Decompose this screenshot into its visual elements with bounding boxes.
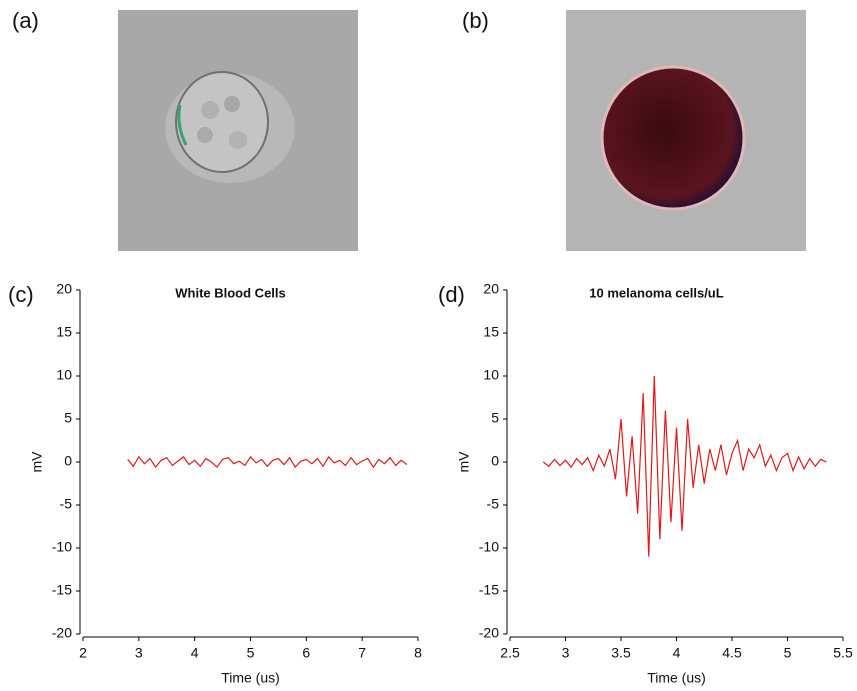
- x-axis-label: Time (us): [221, 670, 280, 686]
- x-tick-label: 2: [79, 645, 87, 661]
- x-tick-label: 4.5: [722, 645, 742, 661]
- y-tick-label: 20: [56, 281, 72, 297]
- x-tick-label: 8: [414, 645, 422, 661]
- x-tick-label: 3: [562, 645, 570, 661]
- signal-line: [542, 375, 827, 557]
- y-axis-label: mV: [456, 451, 472, 473]
- x-tick-label: 5: [247, 645, 255, 661]
- image-a: [118, 10, 358, 251]
- signal-line: [127, 455, 408, 469]
- y-tick-label: -10: [479, 539, 499, 555]
- panel-label: (b): [462, 8, 489, 33]
- y-tick-label: 5: [491, 410, 499, 426]
- panel-label: (c): [8, 282, 34, 307]
- y-axis-label: mV: [29, 451, 45, 473]
- chart-title: White Blood Cells: [175, 285, 286, 300]
- image-b: [566, 10, 806, 251]
- y-tick-label: 10: [483, 367, 499, 383]
- x-tick-label: 3: [135, 645, 143, 661]
- y-tick-label: 15: [483, 324, 499, 340]
- y-tick-label: 20: [483, 281, 499, 297]
- x-tick-label: 5.5: [833, 645, 853, 661]
- x-tick-label: 5: [784, 645, 792, 661]
- y-tick-label: -5: [487, 496, 500, 512]
- y-tick-label: 15: [56, 324, 72, 340]
- y-tick-label: -10: [52, 539, 72, 555]
- y-tick-label: -20: [52, 625, 72, 641]
- panel-label: (d): [438, 282, 465, 307]
- x-tick-label: 4: [191, 645, 199, 661]
- y-tick-label: -15: [479, 582, 499, 598]
- x-axis-label: Time (us): [647, 670, 706, 686]
- x-tick-label: 6: [302, 645, 310, 661]
- x-tick-label: 3.5: [611, 645, 631, 661]
- y-tick-label: -20: [479, 625, 499, 641]
- panel-label: (a): [12, 8, 39, 33]
- y-tick-label: -5: [60, 496, 73, 512]
- y-tick-label: 10: [56, 367, 72, 383]
- y-tick-label: -15: [52, 582, 72, 598]
- x-tick-label: 7: [358, 645, 366, 661]
- y-tick-label: 0: [64, 453, 72, 469]
- chart-title: 10 melanoma cells/uL: [589, 285, 723, 300]
- x-tick-label: 4: [673, 645, 681, 661]
- y-tick-label: 0: [491, 453, 499, 469]
- x-tick-label: 2.5: [500, 645, 520, 661]
- y-tick-label: 5: [64, 410, 72, 426]
